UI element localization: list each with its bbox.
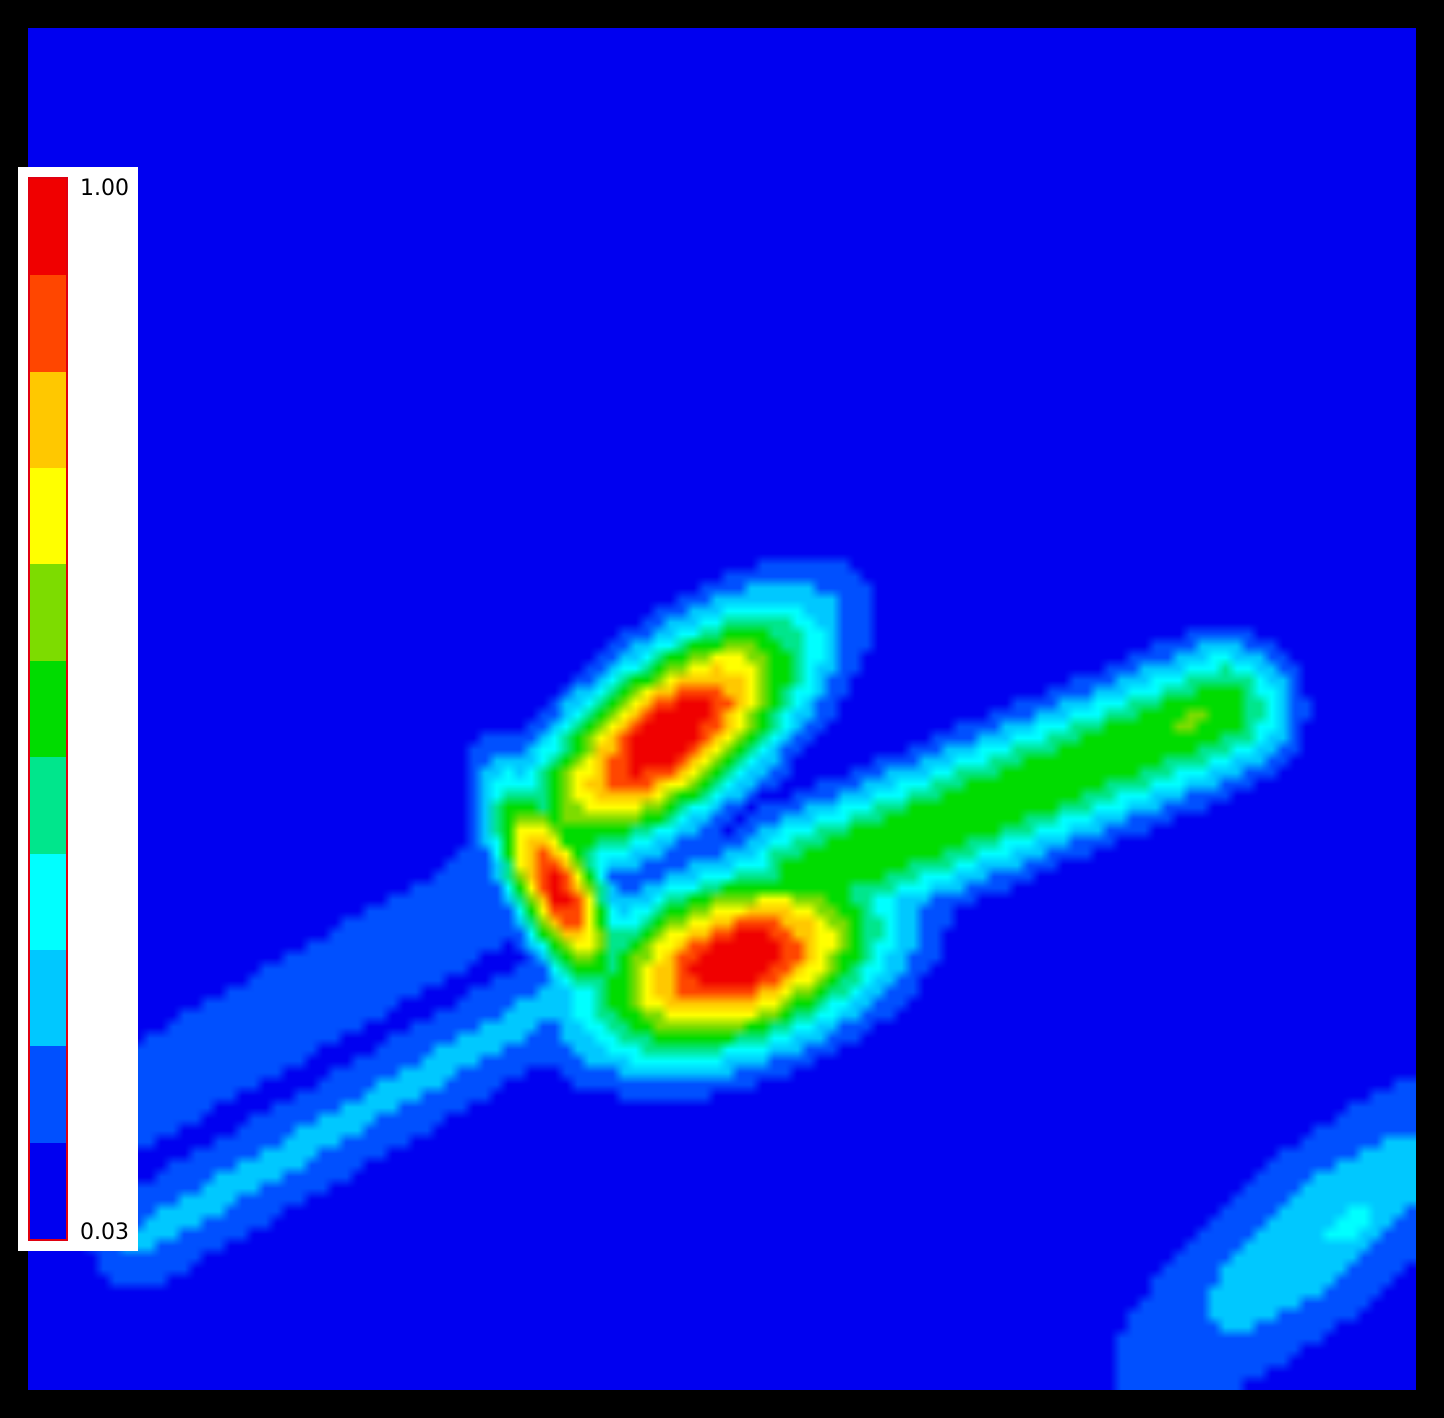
colorbar-level-9 [30, 275, 66, 372]
colorbar-level-1 [30, 1046, 66, 1143]
colorbar-level-2 [30, 949, 66, 1047]
colorbar-level-0 [30, 1142, 66, 1239]
colorbar-min-label: 0.03 [80, 1220, 129, 1245]
colorbar-scale [28, 177, 68, 1241]
colorbar-level-8 [30, 371, 66, 469]
colorbar-level-10 [30, 179, 66, 276]
colorbar-level-5 [30, 660, 66, 758]
heatmap-plot [28, 28, 1416, 1390]
colorbar-level-3 [30, 853, 66, 950]
colorbar-level-6 [30, 564, 66, 661]
colorbar-level-4 [30, 757, 66, 854]
colorbar-level-7 [30, 468, 66, 565]
colorbar-max-label: 1.00 [80, 176, 129, 201]
colorbar-legend: 1.00 0.03 [18, 167, 138, 1251]
